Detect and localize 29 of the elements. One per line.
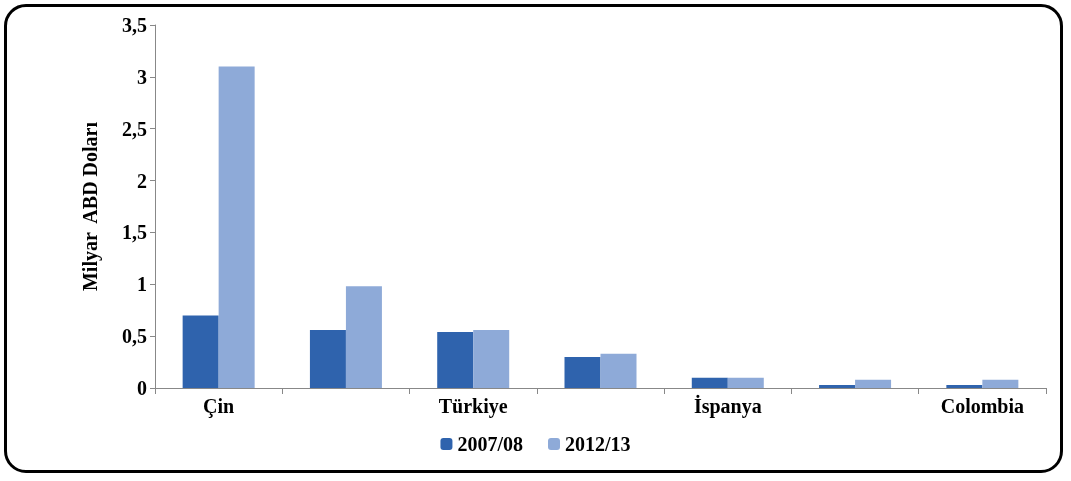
x-tick-label: Türkiye — [438, 395, 508, 418]
y-tick-label: 3,5 — [122, 14, 147, 36]
bar — [855, 379, 892, 388]
bar — [600, 353, 637, 388]
y-tick-label: 2 — [137, 169, 147, 192]
bar — [309, 329, 346, 388]
bar — [982, 379, 1019, 388]
bar — [345, 286, 382, 388]
y-tick-label: 1 — [137, 273, 147, 296]
bar — [819, 384, 856, 388]
bar — [218, 66, 255, 388]
bar — [182, 315, 219, 388]
y-axis-title: Milyar ABD Doları — [79, 121, 102, 292]
bar — [437, 331, 474, 388]
y-tick-label: 0 — [137, 377, 147, 399]
x-tick-label: Colombia — [940, 395, 1025, 417]
legend-label: 2007/08 — [457, 433, 524, 455]
x-tick-label: Çin — [203, 395, 235, 418]
bar — [691, 377, 728, 388]
bar — [727, 377, 764, 388]
y-tick-label: 1,5 — [122, 221, 147, 244]
y-tick-label: 2,5 — [122, 117, 147, 140]
bar — [564, 356, 601, 388]
legend-label: 2012/13 — [565, 433, 631, 455]
x-tick-label: İspanya — [693, 394, 762, 418]
y-tick-label: 0,5 — [122, 325, 147, 348]
bar — [946, 384, 983, 388]
bar — [473, 329, 510, 388]
y-tick-label: 3 — [137, 65, 147, 88]
